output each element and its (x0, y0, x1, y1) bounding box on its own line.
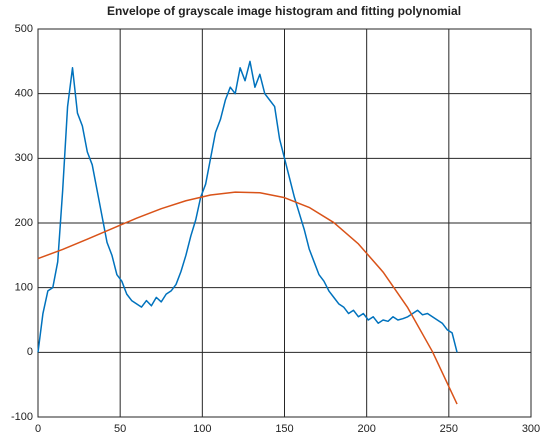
y-tick-label: 400 (15, 88, 33, 100)
y-tick-label: 0 (27, 346, 33, 358)
x-tick-label: 0 (35, 423, 41, 435)
x-tick-label: 100 (193, 423, 211, 435)
x-tick-label: 50 (114, 423, 126, 435)
y-tick-label: 100 (15, 282, 33, 294)
x-tick-label: 150 (275, 423, 293, 435)
plot-frame (37, 28, 532, 418)
y-tick-label: -100 (11, 411, 33, 423)
chart-title: Envelope of grayscale image histogram an… (107, 4, 461, 18)
y-tick-label: 200 (15, 217, 33, 229)
x-tick-label: 250 (440, 423, 458, 435)
x-tick-label: 200 (357, 423, 375, 435)
y-tick-label: 500 (15, 23, 33, 35)
y-tick-label: 300 (15, 152, 33, 164)
series-line (37, 60, 458, 353)
x-tick-label: 300 (522, 423, 540, 435)
series-line (37, 191, 458, 405)
